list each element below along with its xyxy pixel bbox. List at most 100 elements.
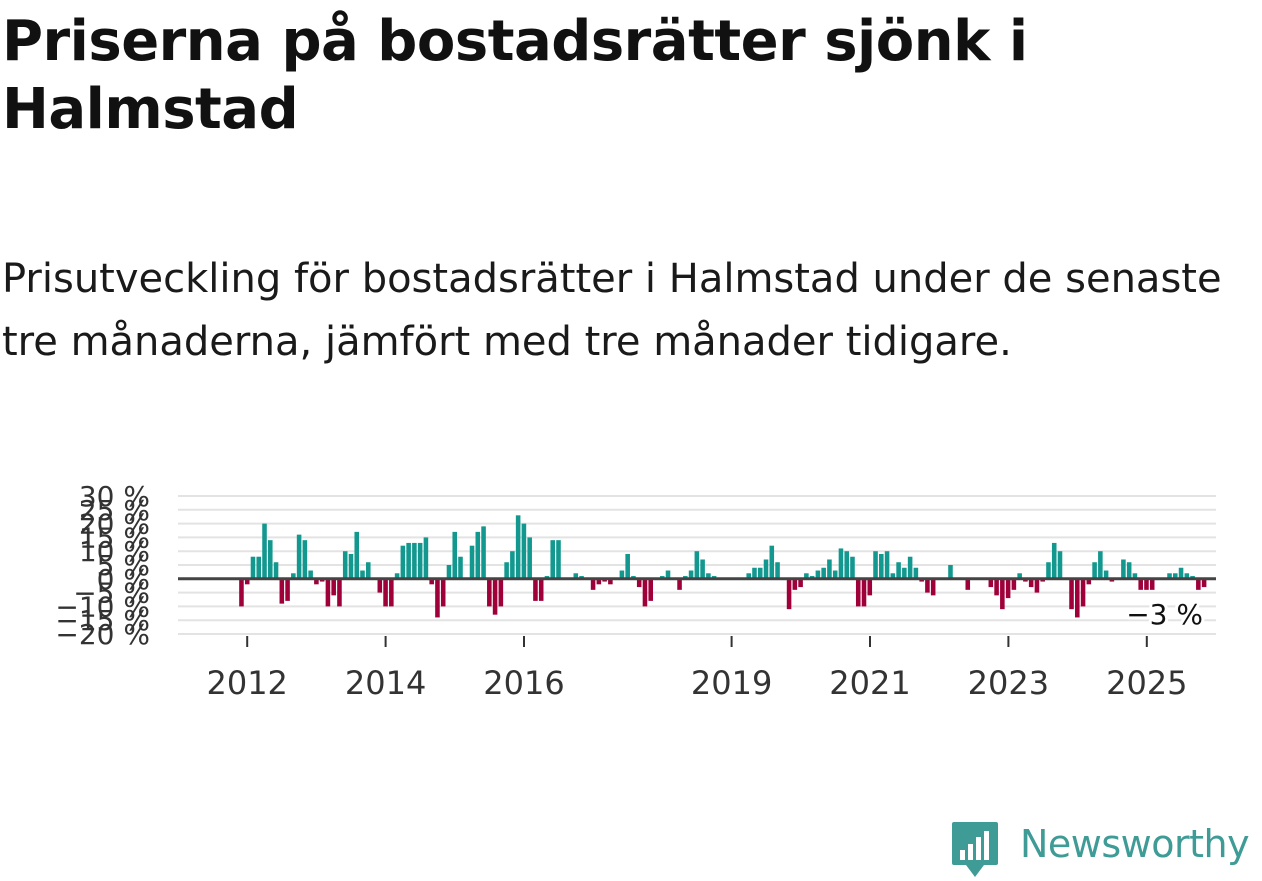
bar-negative <box>792 578 798 590</box>
price-change-chart: 30 %25 %20 %15 %10 %5 %0 %−5 %−10 %−15 %… <box>55 480 1216 702</box>
y-tick-label: −10 % <box>55 590 150 623</box>
bar-negative <box>596 578 602 585</box>
x-tick-label: 2014 <box>345 664 426 702</box>
bar-positive <box>1178 567 1184 579</box>
bar-positive <box>1173 573 1178 579</box>
bar-negative <box>1011 578 1017 590</box>
bar-negative <box>1149 578 1155 590</box>
bar-negative <box>440 578 446 607</box>
bar-negative <box>988 578 994 588</box>
y-tick-label: −15 % <box>55 604 150 637</box>
bar-positive <box>1017 573 1022 579</box>
bar-positive <box>360 570 365 579</box>
bar-positive <box>775 562 780 579</box>
bar-positive <box>515 515 521 579</box>
bar-negative <box>1069 578 1074 610</box>
bar-positive <box>446 565 452 579</box>
bar-negative <box>648 578 654 601</box>
bar-positive <box>1126 562 1132 579</box>
bar-positive <box>469 545 475 579</box>
bar-positive <box>417 542 423 579</box>
bar-positive <box>625 553 630 579</box>
y-tick-label: 30 % <box>79 480 150 513</box>
bar-negative <box>498 578 504 607</box>
bar-negative <box>429 578 434 585</box>
y-tick-label: 15 % <box>79 521 150 554</box>
bar-negative <box>798 578 803 588</box>
bar-positive <box>896 562 901 579</box>
bar-negative <box>383 578 388 607</box>
bar-negative <box>642 578 648 607</box>
bars <box>239 515 1207 618</box>
bar-positive <box>521 523 527 579</box>
page-subtitle: Prisutveckling för bostadsrätter i Halms… <box>2 256 1222 365</box>
bar-positive <box>291 573 296 579</box>
bar-positive <box>815 570 821 579</box>
page-title: Priserna på bostadsrätter sjönk i Halmst… <box>2 9 1028 142</box>
bar-negative <box>538 578 544 601</box>
bar-positive <box>394 573 400 579</box>
bar-positive <box>296 534 302 579</box>
bar-positive <box>550 540 556 579</box>
bar-positive <box>267 540 273 579</box>
bar-positive <box>256 556 262 579</box>
bar-positive <box>308 570 313 579</box>
bar-negative <box>331 578 336 596</box>
bar-positive <box>504 562 509 579</box>
bar-negative <box>337 578 342 607</box>
bar-positive <box>1092 562 1097 579</box>
bar-positive <box>406 542 411 579</box>
bar-negative <box>867 578 873 596</box>
bar-positive <box>573 573 579 579</box>
bar-positive <box>879 553 884 579</box>
bar-positive <box>804 573 809 579</box>
bar-positive <box>1046 562 1051 579</box>
bar-positive <box>1103 570 1109 579</box>
bar-positive <box>890 573 896 579</box>
bar-positive <box>556 540 561 579</box>
bar-positive <box>1184 573 1190 579</box>
bar-positive <box>250 556 256 579</box>
bar-negative <box>325 578 331 607</box>
y-tick-label: 10 % <box>79 535 150 568</box>
bar-negative <box>285 578 290 601</box>
bar-positive <box>1167 573 1172 579</box>
bar-positive <box>850 556 855 579</box>
bar-negative <box>965 578 971 590</box>
bar-positive <box>907 556 913 579</box>
x-tick-label: 2021 <box>829 664 910 702</box>
bar-positive <box>1051 542 1057 579</box>
bar-positive <box>1098 551 1103 579</box>
bar-negative <box>435 578 440 618</box>
bar-positive <box>619 570 625 579</box>
bar-positive <box>1057 551 1063 579</box>
bar-positive <box>913 567 919 579</box>
bar-positive <box>844 551 849 579</box>
bar-positive <box>354 531 360 579</box>
y-tick-label: 25 % <box>79 494 150 527</box>
x-tick-label: 2012 <box>206 664 287 702</box>
bar-positive <box>1132 573 1138 579</box>
newsworthy-logo: Newsworthy <box>950 818 1262 879</box>
bar-negative <box>925 578 930 593</box>
bar-negative <box>1080 578 1086 607</box>
bar-negative <box>1028 578 1034 588</box>
bar-positive <box>752 567 757 579</box>
bar-positive <box>481 526 486 579</box>
bar-positive <box>838 548 844 579</box>
newsworthy-logo-icon <box>952 822 998 877</box>
bar-positive <box>510 551 515 579</box>
bar-negative <box>1075 578 1080 618</box>
bar-negative <box>994 578 999 596</box>
bar-positive <box>348 553 354 579</box>
bar-positive <box>706 573 711 579</box>
bar-negative <box>279 578 285 604</box>
y-axis-labels: 30 %25 %20 %15 %10 %5 %0 %−5 %−10 %−15 %… <box>55 480 150 651</box>
bar-positive <box>757 567 763 579</box>
last-value-label: −3 % <box>1126 598 1203 631</box>
bar-negative <box>786 578 792 610</box>
bar-positive <box>821 567 826 579</box>
newsworthy-logo-text: Newsworthy <box>1020 822 1250 866</box>
x-tick-label: 2016 <box>483 664 564 702</box>
bar-positive <box>700 559 705 579</box>
